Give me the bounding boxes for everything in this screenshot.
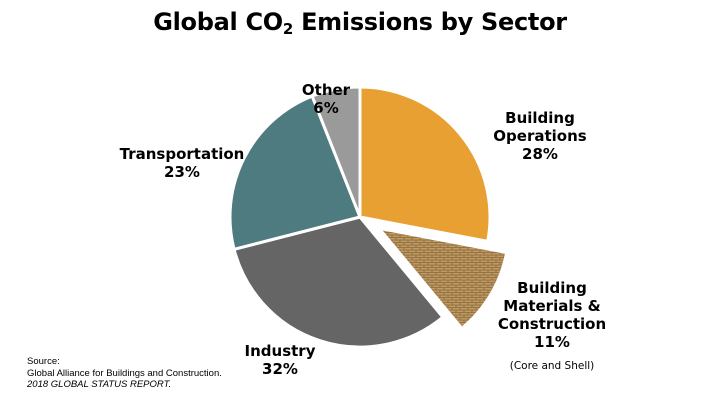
label-building-materials: Building Materials & Construction 11% (C… xyxy=(492,279,612,375)
chart-title: Global CO2 Emissions by Sector xyxy=(153,8,567,38)
pie-slice-building-operations xyxy=(358,85,492,243)
label-transportation: Transportation 23% xyxy=(119,145,245,181)
label-industry: Industry 32% xyxy=(244,342,316,378)
pie-slice-other xyxy=(310,85,362,219)
pie-slice-industry xyxy=(232,215,445,349)
label-building-operations: Building Operations 28% xyxy=(493,109,587,163)
materials-note: (Core and Shell) xyxy=(509,360,595,372)
pie-slice-transportation xyxy=(228,94,362,251)
label-other: Other 6% xyxy=(301,81,351,117)
source-note: Source: Global Alliance for Buildings an… xyxy=(27,356,222,390)
pie-slice-building-materials-construction xyxy=(377,226,509,330)
